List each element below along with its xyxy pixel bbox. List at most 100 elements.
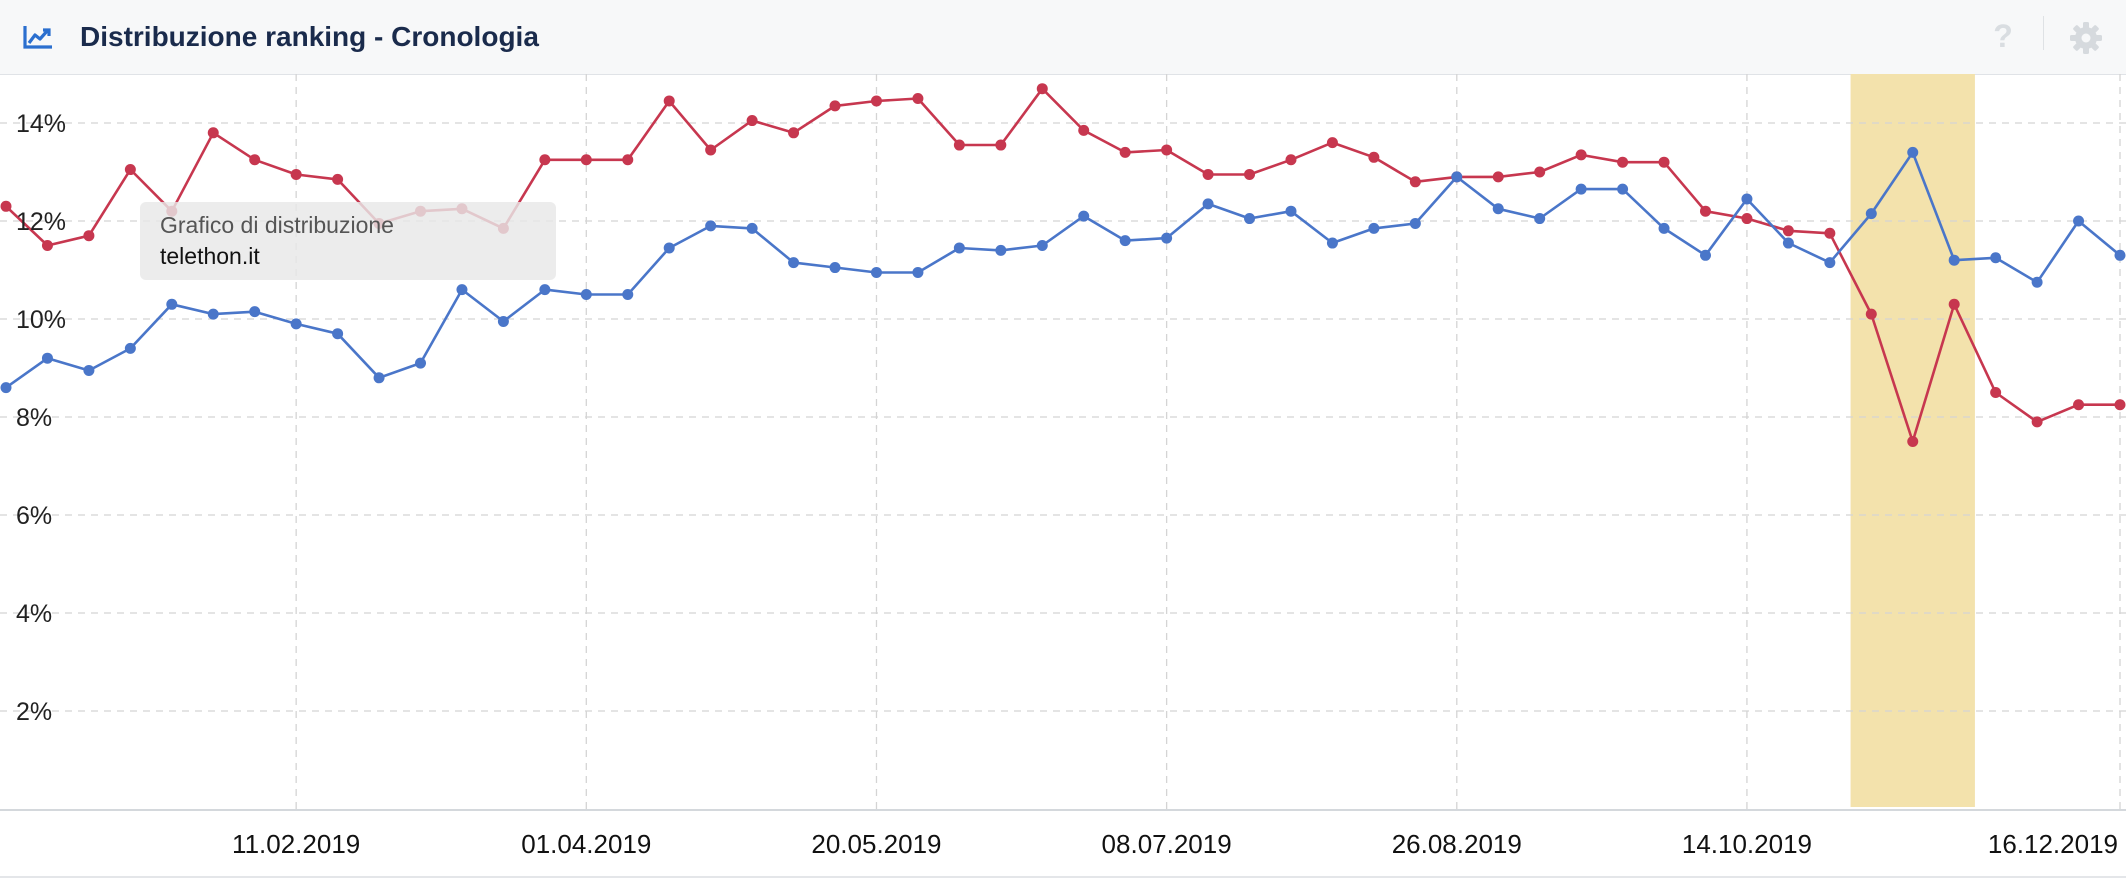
data-point <box>0 382 12 394</box>
data-point <box>1036 240 1048 251</box>
data-point <box>1492 203 1504 215</box>
data-point <box>83 230 95 242</box>
data-point <box>1161 144 1173 156</box>
data-point <box>1368 151 1380 163</box>
data-point <box>456 284 468 296</box>
x-tick-label: 11.02.2019 <box>232 829 360 859</box>
data-point <box>746 115 758 127</box>
data-point <box>1865 208 1877 220</box>
data-point <box>1741 193 1753 205</box>
data-point <box>995 139 1007 151</box>
data-point <box>622 154 634 166</box>
data-point <box>580 289 592 300</box>
data-point <box>539 154 551 166</box>
data-point <box>705 144 717 156</box>
data-point <box>912 93 924 104</box>
data-point <box>1990 387 2002 398</box>
data-point <box>1285 154 1297 166</box>
data-point <box>663 242 675 254</box>
y-tick-label: 12% <box>16 208 66 236</box>
widget-title: Distribuzione ranking - Cronologia <box>80 21 539 52</box>
y-tick-label: 10% <box>16 306 66 334</box>
x-tick-label: 26.08.2019 <box>1392 829 1522 859</box>
data-point <box>870 95 882 107</box>
data-point <box>1699 249 1711 261</box>
data-point <box>912 266 924 278</box>
data-point <box>124 164 136 176</box>
chart-tooltip: Grafico di distribuzione telethon.it <box>140 202 556 280</box>
series-line-2 <box>5 151 2121 389</box>
data-point <box>1907 146 1919 158</box>
data-point <box>41 352 53 364</box>
data-point <box>1741 213 1753 225</box>
data-point <box>1078 210 1090 222</box>
data-point <box>2073 399 2085 411</box>
data-point <box>1824 227 1836 239</box>
data-point <box>1202 198 1214 210</box>
help-icon[interactable]: ? <box>1993 18 2013 54</box>
data-point <box>1782 237 1794 249</box>
y-tick-label: 4% <box>16 600 52 628</box>
data-point <box>2031 416 2043 428</box>
data-point <box>1119 146 1131 158</box>
data-point <box>953 139 965 151</box>
data-point <box>1244 213 1256 225</box>
data-point <box>2114 399 2126 411</box>
data-point <box>41 240 53 251</box>
data-point <box>1534 166 1546 178</box>
x-tick-label: 08.07.2019 <box>1102 829 1232 859</box>
data-point <box>1699 205 1711 217</box>
data-point <box>1409 217 1421 229</box>
line-chart-icon <box>23 26 52 49</box>
data-point <box>207 308 219 320</box>
data-point <box>290 318 302 330</box>
x-tick-label: 16.12.2019 <box>1988 829 2118 859</box>
y-tick-label: 14% <box>16 110 66 138</box>
data-point <box>166 298 178 310</box>
data-point <box>497 315 509 327</box>
data-point <box>788 127 800 139</box>
data-point <box>663 95 675 107</box>
tooltip-title: Grafico di distribuzione <box>160 212 394 238</box>
data-point <box>2114 249 2126 261</box>
data-point <box>1202 168 1214 180</box>
data-point <box>995 244 1007 256</box>
data-point <box>539 284 551 296</box>
data-point <box>580 154 592 166</box>
data-point <box>1119 235 1131 247</box>
data-point <box>124 342 136 354</box>
y-tick-label: 2% <box>16 698 52 726</box>
data-point <box>290 168 302 180</box>
tooltip-value: telethon.it <box>160 243 260 269</box>
data-point <box>2073 215 2085 227</box>
series-line-1 <box>5 87 2120 443</box>
data-point <box>829 100 841 112</box>
gear-icon[interactable] <box>2068 20 2104 56</box>
data-point <box>870 266 882 278</box>
data-point <box>332 328 344 340</box>
data-point <box>1907 436 1919 447</box>
data-point <box>1782 225 1794 237</box>
x-tick-label: 14.10.2019 <box>1682 829 1812 859</box>
data-point <box>373 372 385 384</box>
data-point <box>1658 222 1670 234</box>
widget-header: Distribuzione ranking - Cronologia ? <box>0 0 2126 75</box>
data-point <box>1617 183 1629 195</box>
data-point <box>788 257 800 269</box>
data-point <box>1617 156 1629 168</box>
data-point <box>705 220 717 232</box>
data-point <box>1451 171 1463 183</box>
data-point <box>1948 254 1960 266</box>
data-point <box>746 222 758 234</box>
data-point <box>1409 176 1421 188</box>
data-point <box>1575 183 1587 195</box>
ranking-chart[interactable]: 2% 4% 6% 8% 10% 12% 14% 11.02.2019 01.04.2019 20… <box>0 74 2126 880</box>
data-point <box>1161 232 1173 244</box>
data-point <box>0 200 12 212</box>
data-point <box>83 364 95 376</box>
data-point <box>1368 222 1380 234</box>
data-point <box>332 173 344 185</box>
data-point <box>207 127 219 139</box>
data-point <box>953 242 965 254</box>
data-point <box>1658 156 1670 168</box>
